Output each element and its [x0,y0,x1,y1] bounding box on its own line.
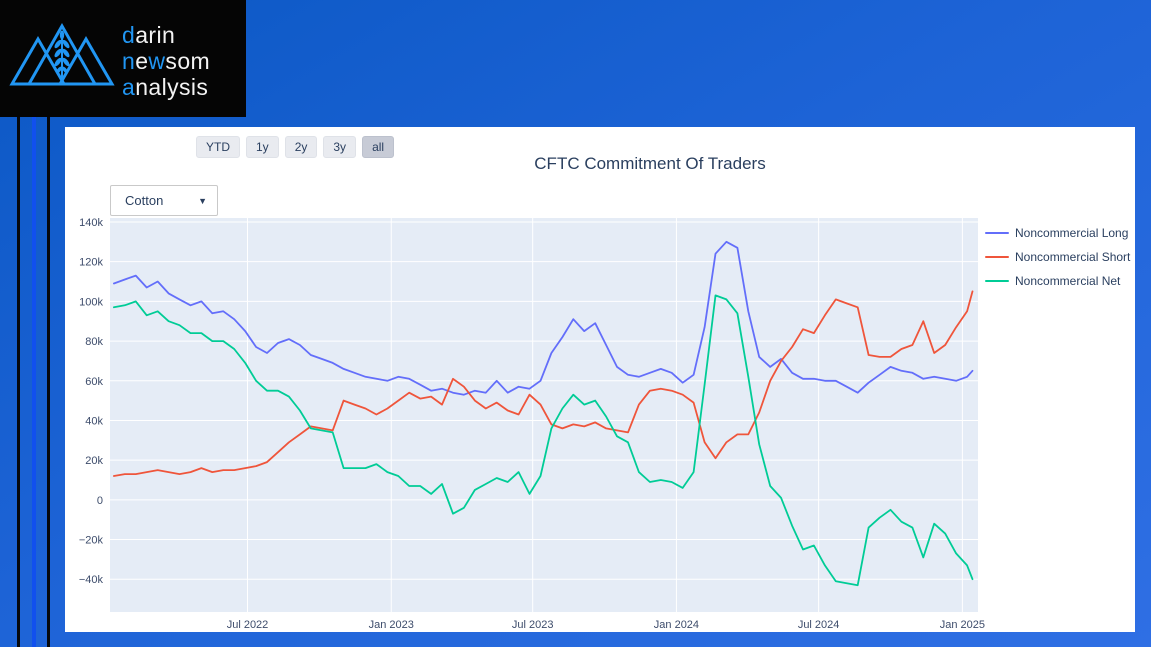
range-button-ytd[interactable]: YTD [196,136,240,158]
x-axis-tick-label: Jan 2023 [369,619,414,631]
left-stripe-blue [32,0,36,647]
y-axis-tick-label: 100k [79,296,103,308]
legend-swatch-net-icon [985,279,1009,283]
legend-swatch-long-icon [985,231,1009,235]
range-button-3y[interactable]: 3y [323,136,357,158]
range-selector: YTD 1y 2y 3y all [196,136,395,158]
chart-title: CFTC Commitment Of Traders [534,154,766,173]
x-axis-tick-label: Jul 2022 [227,619,269,631]
chart-card: YTD 1y 2y 3y all CFTC Commitment Of Trad… [65,127,1135,632]
y-axis-tick-label: 80k [85,336,103,348]
dna-mountains-wheat-icon [9,22,115,86]
x-axis-tick-label: Jan 2025 [940,619,985,631]
logo-wordmark: darin newsom analysis [122,22,210,100]
series-line-2[interactable] [113,294,974,587]
legend-item-noncommercial-short[interactable]: Noncommercial Short [985,245,1130,269]
dropdown-caret-icon: ▼ [198,195,207,206]
y-axis-tick-label: 0 [97,495,103,507]
left-stripe-black-2 [47,0,50,647]
x-axis-tick-label: Jul 2024 [798,619,840,631]
y-axis-tick-label: 60k [85,376,103,388]
range-button-all[interactable]: all [362,136,395,158]
range-button-1y[interactable]: 1y [246,136,279,158]
y-axis-tick-label: −20k [79,535,104,547]
logo-line-3: analysis [122,74,209,100]
y-axis-tick-label: 140k [79,217,103,229]
y-axis-tick-label: 20k [85,455,103,467]
series-line-0[interactable] [113,240,974,396]
logo-line-1: darin [122,22,176,48]
x-axis-tick-label: Jan 2024 [654,619,699,631]
series-line-1[interactable] [113,290,974,477]
y-axis-tick-label: −40k [79,574,104,586]
logo: darin newsom analysis [0,0,246,117]
range-button-2y[interactable]: 2y [284,136,318,158]
plot-area[interactable]: Jul 2022 Jan 2023 Jul 2023 Jan 2024 Jul 2024… [65,127,1135,632]
y-axis-tick-label: 120k [79,257,103,269]
legend-label: Noncommercial Short [1015,250,1131,264]
legend-label: Noncommercial Net [1015,274,1121,288]
commodity-select[interactable]: Cotton ▼ [110,185,218,216]
left-stripe-black-1 [17,0,20,647]
legend-item-noncommercial-long[interactable]: Noncommercial Long [985,221,1130,245]
legend-label: Noncommercial Long [1015,226,1129,240]
x-axis-tick-label: Jul 2023 [512,619,554,631]
y-axis-tick-label: 40k [85,415,103,427]
plot-background[interactable] [110,218,978,612]
legend: Noncommercial Long Noncommercial Short N… [985,221,1130,293]
legend-swatch-short-icon [985,255,1009,259]
commodity-select-value: Cotton [125,193,164,208]
logo-line-2: newsom [122,48,211,74]
legend-item-noncommercial-net[interactable]: Noncommercial Net [985,269,1130,293]
